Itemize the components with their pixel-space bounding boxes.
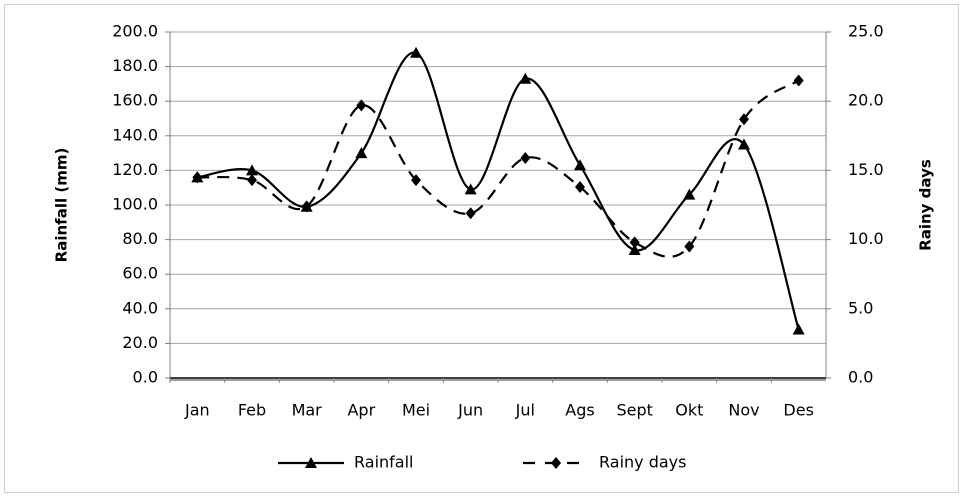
triangle-marker [683, 188, 696, 200]
triangle-marker [410, 46, 422, 58]
x-tick-label: Okt [675, 401, 703, 420]
diamond-marker [356, 99, 367, 112]
x-tick-label: Mar [292, 401, 323, 420]
y-tick-label: 200.0 [112, 22, 158, 41]
triangle-marker [574, 159, 586, 171]
x-tick-label: Nov [728, 401, 759, 420]
y-tick-label: 120.0 [112, 160, 158, 179]
triangle-marker [792, 323, 805, 335]
y2-tick-label: 25.0 [848, 22, 884, 41]
y-tick-label: 160.0 [112, 91, 158, 110]
y-tick-label: 40.0 [122, 298, 158, 317]
y2-tick-label: 0.0 [848, 368, 873, 387]
y-tick-label: 0.0 [133, 368, 158, 387]
diamond-marker [411, 174, 421, 187]
y2-tick-label: 10.0 [848, 229, 884, 248]
diamond-marker [793, 74, 804, 87]
x-tick-label: Feb [238, 401, 266, 420]
diamond-marker [551, 457, 561, 469]
legend-label: Rainfall [354, 453, 413, 472]
diamond-marker [247, 174, 257, 187]
diamond-marker [301, 200, 312, 213]
y-tick-label: 60.0 [122, 264, 158, 283]
x-tick-label: Jul [515, 401, 535, 420]
x-tick-label: Mei [402, 401, 430, 420]
y-axis-title: Rainfall (mm) [53, 148, 71, 263]
triangle-marker [738, 138, 750, 150]
diamond-marker [739, 113, 749, 126]
triangle-marker [628, 243, 641, 255]
diamond-marker [192, 171, 203, 184]
series-line [197, 79, 800, 258]
x-tick-label: Ags [565, 401, 594, 420]
series-line [197, 51, 800, 330]
diamond-marker [520, 151, 531, 164]
y2-tick-label: 15.0 [848, 160, 884, 179]
diamond-marker [629, 236, 640, 249]
x-tick-label: Jan [184, 401, 210, 420]
triangle-marker [464, 183, 477, 195]
x-tick-label: Des [783, 401, 814, 420]
y-tick-label: 80.0 [122, 229, 158, 248]
y2-axis-title: Rainy days [917, 159, 935, 251]
triangle-marker [246, 164, 258, 176]
y-tick-label: 20.0 [122, 333, 158, 352]
y-tick-label: 180.0 [112, 56, 158, 75]
y-tick-label: 100.0 [112, 195, 158, 214]
diamond-marker [684, 240, 695, 253]
x-tick-label: Sept [616, 401, 652, 420]
diamond-marker [465, 207, 476, 220]
chart-border [4, 4, 959, 493]
y2-tick-label: 20.0 [848, 91, 884, 110]
triangle-marker [305, 457, 317, 468]
legend-label: Rainy days [599, 453, 686, 472]
y-tick-label: 140.0 [112, 125, 158, 144]
triangle-marker [519, 72, 532, 84]
x-tick-label: Apr [347, 401, 375, 420]
y2-tick-label: 5.0 [848, 298, 873, 317]
x-tick-label: Jun [457, 401, 483, 420]
diamond-marker [575, 181, 585, 194]
triangle-marker [355, 147, 368, 159]
